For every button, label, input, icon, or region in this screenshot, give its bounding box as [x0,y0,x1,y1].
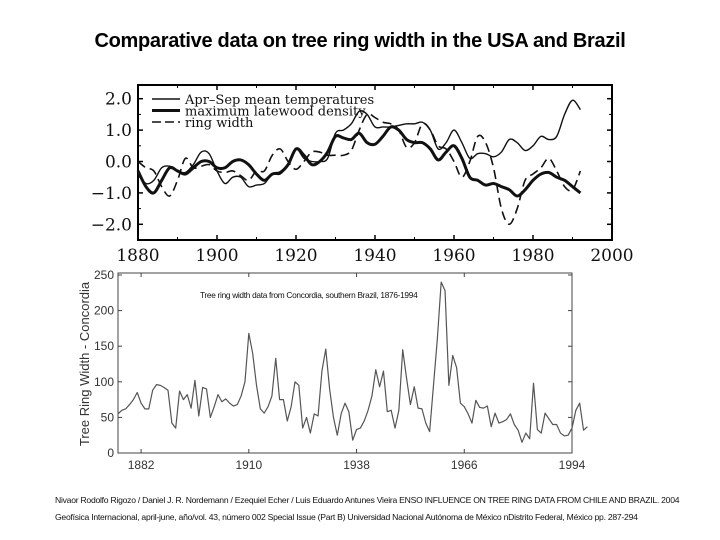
bottom-chart-brazil: 1882 1910 1938 1966 1994050100150200250Tree … [77,268,588,472]
plot-frame [117,272,573,454]
x-tick-label: 1940 [353,246,396,266]
slide-title: Comparative data on tree ring width in t… [94,30,626,52]
x-tick-label: 1920 [274,246,317,266]
x-tick-label: 1938 [343,458,370,472]
x-tick-label: 1900 [195,246,238,266]
x-tick-label: 1980 [511,246,554,266]
series-line-thin [137,99,581,188]
series-line-dashed [137,113,582,226]
x-tick-label: 1960 [432,246,475,266]
series-line-thick [136,125,582,198]
y-tick-label: 2.0 [105,90,132,110]
x-tick-label: 1910 [235,458,262,472]
citation-line-2: Geofísica Internacional, april-june, año… [55,512,638,522]
series-line-ring-width [117,281,588,443]
y-axis-label: Tree Ring Width - Concordia [77,281,92,446]
x-tick-label: 1994 [559,458,586,472]
y-tick-label: 100 [94,375,114,389]
y-tick-label: −1.0 [91,184,132,204]
y-tick-label: 0.0 [105,153,132,173]
x-tick-label: 1880 [116,246,159,266]
legend-label: Apr–Sep mean temperatures [184,93,374,108]
chart-annotation: Tree ring width data from Concordia, sou… [200,290,418,300]
y-tick-label: 50 [101,410,115,424]
y-tick-label: 200 [94,304,114,318]
x-tick-label: 1966 [451,458,478,472]
y-tick-label: 0 [107,446,114,460]
legend-label: maximum latewood density [185,105,366,120]
y-tick-label: 1.0 [105,121,132,141]
x-tick-label: 1882 [128,458,155,472]
legend-label: ring width [185,116,254,131]
top-chart-usa: 1880 1900 1920 1940 1960 1980 2000 2.0 1.0 0.0 −1.… [91,84,634,266]
y-tick-label: 250 [94,268,114,282]
y-tick-label: −2.0 [91,215,132,235]
citation: Nivaor Rodolfo Rigozo / Daniel J. R. Nor… [55,492,680,526]
citation-line-1: Nivaor Rodolfo Rigozo / Daniel J. R. Nor… [55,495,680,505]
x-tick-label: 2000 [590,246,633,266]
y-tick-label: 150 [94,339,114,353]
